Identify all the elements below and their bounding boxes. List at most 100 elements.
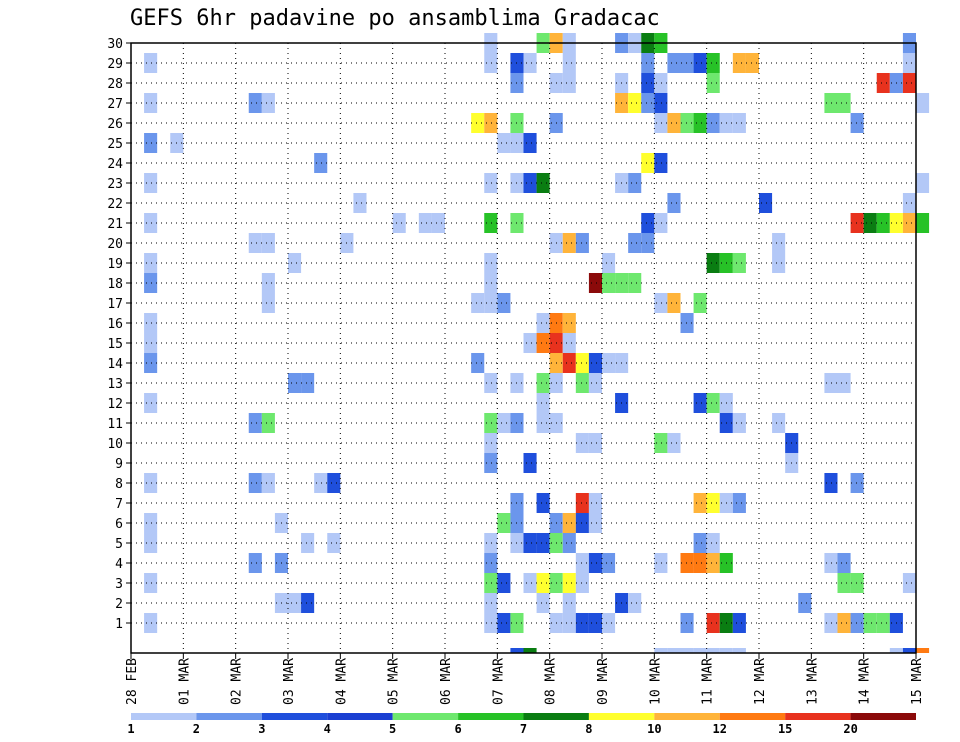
heatmap-cell — [144, 573, 158, 593]
heatmap-cell — [484, 213, 498, 233]
heatmap-cell — [889, 648, 903, 653]
heatmap-cell — [562, 573, 576, 593]
x-tick-label: 01 MAR — [177, 658, 192, 705]
heatmap-cell — [732, 53, 746, 73]
heatmap-cell — [288, 373, 302, 393]
heatmap-cell — [588, 513, 602, 533]
heatmap-cell — [837, 613, 851, 633]
y-tick-label: 19 — [107, 257, 123, 272]
y-tick-label: 8 — [115, 477, 123, 492]
y-tick-label: 4 — [115, 557, 123, 572]
heatmap-cell — [628, 233, 642, 253]
heatmap-cell — [392, 213, 406, 233]
heatmap-cell — [288, 253, 302, 273]
heatmap-cell — [484, 613, 498, 633]
heatmap-cell — [693, 648, 707, 653]
heatmap-cell — [144, 173, 158, 193]
heatmap-cell — [144, 353, 158, 373]
heatmap-cell — [484, 413, 498, 433]
heatmap-cell — [497, 513, 511, 533]
heatmap-cell — [575, 613, 589, 633]
x-tick-label: 09 MAR — [596, 658, 611, 705]
y-tick-label: 3 — [115, 577, 123, 592]
y-tick-label: 1 — [115, 617, 123, 632]
heatmap-cell — [301, 533, 315, 553]
heatmap-cell — [248, 233, 262, 253]
heatmap-cell — [641, 93, 655, 113]
y-tick-label: 24 — [107, 157, 123, 172]
heatmap-cell — [680, 553, 694, 573]
heatmap-cell — [667, 648, 681, 653]
heatmap-cell — [418, 213, 432, 233]
heatmap-cell — [523, 333, 537, 353]
x-tick-label: 12 MAR — [753, 658, 768, 705]
heatmap-cell — [562, 233, 576, 253]
heatmap-cell — [654, 93, 668, 113]
heatmap-cell — [314, 473, 328, 493]
heatmap-cell — [484, 593, 498, 613]
y-tick-label: 26 — [107, 117, 123, 132]
heatmap-cell — [667, 193, 681, 213]
heatmap-cell — [431, 213, 445, 233]
heatmap-cell — [824, 93, 838, 113]
x-tick-label: 02 MAR — [230, 658, 245, 705]
heatmap-cell — [144, 533, 158, 553]
heatmap-cell — [575, 573, 589, 593]
heatmap-cell — [628, 93, 642, 113]
heatmap-cell — [916, 648, 930, 653]
heatmap-cell — [261, 293, 275, 313]
heatmap-cell — [680, 648, 694, 653]
colorbar-swatch — [458, 713, 524, 720]
heatmap-cell — [536, 493, 550, 513]
heatmap-cell — [732, 613, 746, 633]
heatmap-cell — [602, 253, 616, 273]
heatmap-cell — [588, 613, 602, 633]
cells-layer — [144, 33, 930, 653]
heatmap-cell — [850, 113, 864, 133]
heatmap-cell — [693, 553, 707, 573]
heatmap-cell — [484, 433, 498, 453]
heatmap-cell — [497, 613, 511, 633]
heatmap-cell — [510, 648, 524, 653]
heatmap-cell — [144, 333, 158, 353]
colorbar-swatch — [196, 713, 262, 720]
heatmap-cell — [575, 553, 589, 573]
heatmap-cell — [261, 93, 275, 113]
heatmap-cell — [772, 233, 786, 253]
heatmap-cell — [706, 113, 720, 133]
heatmap-cell — [353, 193, 367, 213]
colorbar-swatch — [719, 713, 786, 720]
heatmap-cell — [706, 493, 720, 513]
heatmap-cell — [536, 333, 550, 353]
colorbar-label: 5 — [389, 722, 396, 736]
heatmap-cell — [706, 533, 720, 553]
heatmap-cell — [732, 413, 746, 433]
heatmap-cell — [654, 113, 668, 133]
heatmap-cell — [772, 413, 786, 433]
y-tick-label: 5 — [115, 537, 123, 552]
heatmap-cell — [144, 473, 158, 493]
colorbar-label: 1 — [127, 722, 134, 736]
heatmap-cell — [288, 593, 302, 613]
heatmap-cell — [144, 513, 158, 533]
heatmap-cell — [837, 373, 851, 393]
heatmap-cell — [523, 53, 537, 73]
heatmap-cell — [837, 573, 851, 593]
heatmap-cell — [824, 373, 838, 393]
colorbar-label: 10 — [647, 722, 661, 736]
heatmap-cell — [745, 53, 759, 73]
heatmap-cell — [248, 93, 262, 113]
heatmap-cell — [497, 133, 511, 153]
heatmap-cell — [327, 533, 341, 553]
colorbar-label: 20 — [843, 722, 857, 736]
heatmap-cell — [144, 313, 158, 333]
y-tick-label: 13 — [107, 377, 123, 392]
heatmap-cell — [680, 613, 694, 633]
colorbar-label: 12 — [713, 722, 727, 736]
heatmap-cell — [654, 213, 668, 233]
heatmap-cell — [667, 53, 681, 73]
heatmap-cell — [248, 553, 262, 573]
x-tick-label: 08 MAR — [544, 658, 559, 705]
colorbar-swatch — [131, 713, 197, 720]
heatmap-cell — [706, 253, 720, 273]
